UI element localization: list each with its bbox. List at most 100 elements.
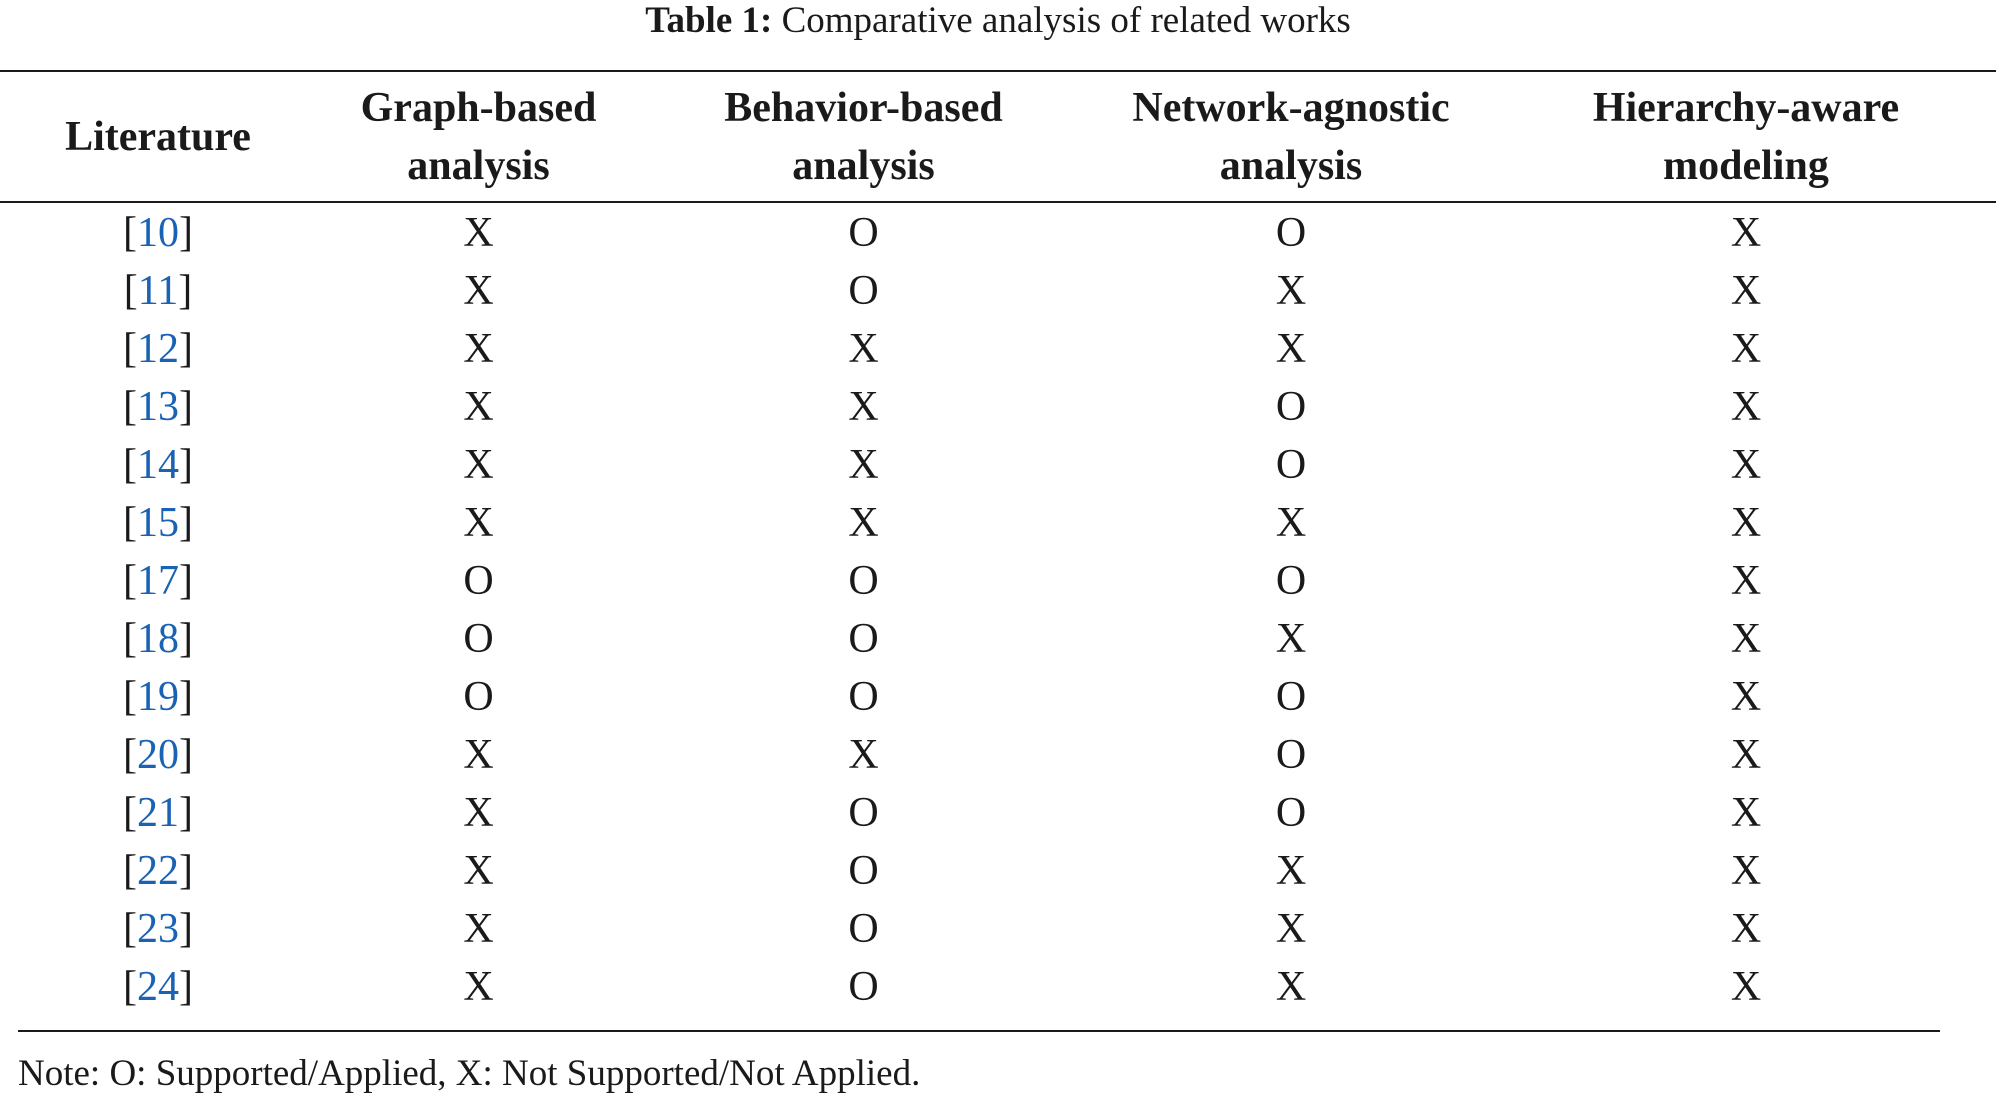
graph-based-cell: X [463,732,494,778]
hierarchy-aware-cell: X [1730,442,1762,488]
behavior-based-cell: O [848,558,879,604]
reference-link[interactable]: 21 [137,790,179,836]
hierarchy-aware-cell: X [1730,848,1762,894]
table-note: Note: O: Supported/Applied, X: Not Suppo… [18,1053,921,1094]
table-row: [20] X X O X [0,726,1996,784]
table-row: [24] X O X X [0,958,1996,1016]
table-row: [10] X O O X [0,201,1996,262]
header-graph-based-line2: analysis [407,142,550,189]
header-row: Literature Graph-based analysis Behavior… [0,72,1996,201]
literature-cell: [20] [123,732,193,778]
table-row: [12] X X X X [0,320,1996,378]
reference-link[interactable]: 13 [137,384,179,430]
literature-cell: [13] [123,384,193,430]
hierarchy-aware-cell: X [1730,964,1762,1010]
behavior-based-cell: X [848,500,879,546]
literature-cell: [10] [123,210,193,256]
table-row: [22] X O X X [0,842,1996,900]
graph-based-cell: X [463,500,494,546]
network-agnostic-cell: X [1275,848,1307,894]
header-literature-line1: Literature [65,113,251,160]
hierarchy-aware-cell: X [1730,500,1762,546]
behavior-based-cell: X [848,732,879,778]
literature-cell: [19] [123,674,193,720]
graph-based-cell: X [463,442,494,488]
network-agnostic-cell: X [1275,500,1307,546]
header-hierarchy-aware-line2: modeling [1663,142,1829,189]
reference-link[interactable]: 15 [137,500,179,546]
reference-link[interactable]: 22 [137,848,179,894]
table-row: [19] O O O X [0,668,1996,726]
network-agnostic-cell: O [1275,732,1307,778]
graph-based-cell: X [463,268,494,314]
header-graph-based-line1: Graph-based [360,84,597,131]
table-row: [21] X O O X [0,784,1996,842]
header-network-agnostic-line1: Network-agnostic [1132,84,1450,131]
reference-link[interactable]: 17 [137,558,179,604]
table-caption: Table 1: Comparative analysis of related… [0,0,1996,42]
reference-link[interactable]: 10 [137,210,179,256]
graph-based-cell: X [463,790,494,836]
header-hierarchy-aware: Hierarchy-aware modeling [1496,72,1996,201]
table-caption-label: Table 1: [645,0,773,41]
table-row: [18] O O X X [0,610,1996,668]
graph-based-cell: O [463,558,494,604]
graph-based-cell: O [463,674,494,720]
graph-based-cell: O [463,616,494,662]
header-network-agnostic: Network-agnostic analysis [1086,72,1496,201]
table-row: [11] X O X X [0,262,1996,320]
table-row: [13] X X O X [0,378,1996,436]
header-behavior-based-line1: Behavior-based [724,84,1003,131]
table-top-rule [0,70,1996,72]
literature-cell: [23] [123,906,193,952]
header-hierarchy-aware-line1: Hierarchy-aware [1592,84,1900,131]
literature-cell: [21] [123,790,193,836]
hierarchy-aware-cell: X [1730,268,1762,314]
reference-link[interactable]: 11 [137,268,179,314]
comparison-table: Literature Graph-based analysis Behavior… [0,72,1996,1016]
table-row: [17] O O O X [0,552,1996,610]
header-network-agnostic-line2: analysis [1219,142,1363,189]
behavior-based-cell: O [848,848,879,894]
literature-cell: [24] [123,964,193,1010]
literature-cell: [15] [123,500,193,546]
hierarchy-aware-cell: X [1730,732,1762,778]
reference-link[interactable]: 20 [137,732,179,778]
graph-based-cell: X [463,906,494,952]
table-header: Literature Graph-based analysis Behavior… [0,72,1996,201]
reference-link[interactable]: 14 [137,442,179,488]
behavior-based-cell: X [848,326,879,372]
hierarchy-aware-cell: X [1730,210,1762,256]
network-agnostic-cell: X [1275,964,1307,1010]
network-agnostic-cell: O [1275,558,1307,604]
hierarchy-aware-cell: X [1730,384,1762,430]
graph-based-cell: X [463,210,494,256]
network-agnostic-cell: X [1275,906,1307,952]
reference-link[interactable]: 18 [137,616,179,662]
graph-based-cell: X [463,326,494,372]
behavior-based-cell: X [848,384,879,430]
behavior-based-cell: O [848,906,879,952]
network-agnostic-cell: O [1275,674,1307,720]
network-agnostic-cell: O [1275,790,1307,836]
header-literature: Literature [0,72,316,201]
table-row: [15] X X X X [0,494,1996,552]
reference-link[interactable]: 23 [137,906,179,952]
literature-cell: [14] [123,442,193,488]
behavior-based-cell: O [848,616,879,662]
network-agnostic-cell: X [1275,326,1307,372]
behavior-based-cell: O [848,790,879,836]
network-agnostic-cell: X [1275,268,1307,314]
hierarchy-aware-cell: X [1730,674,1762,720]
behavior-based-cell: O [848,210,879,256]
hierarchy-aware-cell: X [1730,616,1762,662]
network-agnostic-cell: O [1275,210,1307,256]
graph-based-cell: X [463,964,494,1010]
reference-link[interactable]: 19 [137,674,179,720]
table-row: [14] X X O X [0,436,1996,494]
reference-link[interactable]: 12 [137,326,179,372]
reference-link[interactable]: 24 [137,964,179,1010]
table-row: [23] X O X X [0,900,1996,958]
literature-cell: [18] [123,616,193,662]
network-agnostic-cell: O [1275,442,1307,488]
